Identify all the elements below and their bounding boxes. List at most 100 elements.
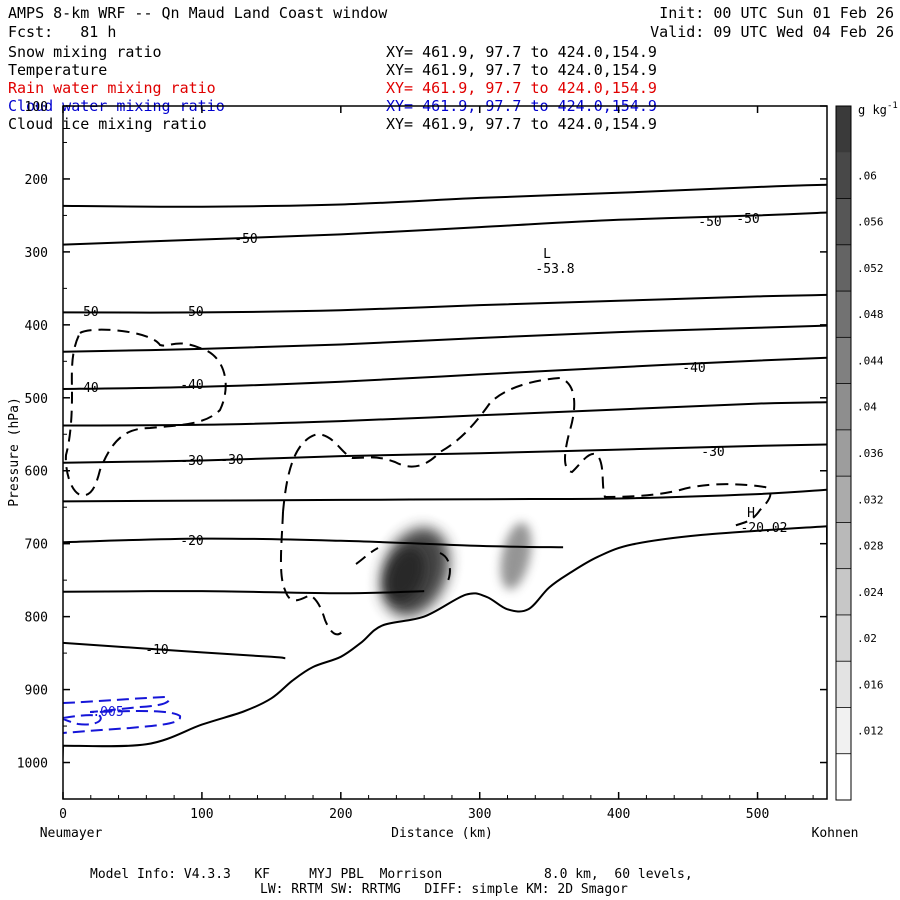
y-tick-label-200: 200 xyxy=(25,173,48,188)
contour-label-m30-b: -30 xyxy=(220,453,243,468)
colorbar-swatch-8 xyxy=(836,476,851,523)
x-right-station: Kohnen xyxy=(812,826,859,841)
x-axis-label: Distance (km) xyxy=(391,826,493,841)
temperature-contour-5 xyxy=(63,401,827,427)
contour-label-m40-b: -40 xyxy=(180,378,203,393)
field-temperature-name: Temperature xyxy=(8,61,108,79)
cloud-ice-contours xyxy=(64,328,772,636)
valid-time: Valid: 09 UTC Wed 04 Feb 26 xyxy=(650,23,894,41)
colorbar: .06 .056 .052 .048 .044 .04 .036 .032 .028 .024 .0… xyxy=(835,105,884,801)
colorbar-tick-label-7: .032 xyxy=(857,493,884,506)
x-tick-label-200: 200 xyxy=(329,807,352,822)
field-rain-name: Rain water mixing ratio xyxy=(8,79,216,97)
field-cloudice-xy: XY= 461.9, 97.7 to 424.0,154.9 xyxy=(386,115,657,133)
field-rain-xy: XY= 461.9, 97.7 to 424.0,154.9 xyxy=(386,79,657,97)
temperature-contour-10 xyxy=(63,641,286,660)
colorbar-swatch-10 xyxy=(836,568,851,616)
colorbar-tick-label-6: .036 xyxy=(857,447,884,460)
colorbar-tick-label-4: .044 xyxy=(857,354,884,367)
colorbar-tick-label-11: .016 xyxy=(857,678,884,691)
colorbar-swatch-4 xyxy=(836,291,851,338)
x-axis: 0 100 200 300 400 500 xyxy=(59,106,814,822)
colorbar-tick-label-3: .048 xyxy=(857,308,884,321)
colorbar-swatch-1 xyxy=(836,152,851,200)
contour-label-m50-e: -50 xyxy=(180,305,203,320)
contour-label-m40-a: -40 xyxy=(75,381,98,396)
contour-label-m50-a: -50 xyxy=(234,232,257,247)
x-tick-label-400: 400 xyxy=(607,807,630,822)
high-marker: H xyxy=(747,506,755,521)
colorbar-swatch-0 xyxy=(836,106,851,153)
terrain-surface xyxy=(63,525,827,799)
y-tick-label-800: 800 xyxy=(25,611,48,626)
cloud-water-contour-inner xyxy=(63,714,102,726)
high-value: -20.02 xyxy=(741,521,788,536)
colorbar-swatch-11 xyxy=(836,614,851,662)
colorbar-swatch-13 xyxy=(836,707,851,755)
y-tick-label-700: 700 xyxy=(25,538,48,553)
colorbar-tick-label-0: .06 xyxy=(857,169,877,182)
temperature-contours xyxy=(63,183,827,660)
cloud-ice-contour-hook xyxy=(439,552,451,586)
temperature-contour-6 xyxy=(63,443,827,464)
colorbar-swatch-7 xyxy=(836,429,851,477)
colorbar-swatch-3 xyxy=(836,244,851,292)
contour-label-m10: -10 xyxy=(145,643,168,658)
cloud-water-contour-outer xyxy=(63,695,181,734)
temperature-contour-2 xyxy=(63,293,827,314)
cloud-ice-contour-middle xyxy=(282,376,772,529)
contour-label-m30-c: -30 xyxy=(701,445,724,460)
field-cloudice-name: Cloud ice mixing ratio xyxy=(8,115,207,133)
field-snow-name: Snow mixing ratio xyxy=(8,43,162,61)
colorbar-tick-label-1: .056 xyxy=(857,216,884,229)
footer-model-info: Model Info: V4.3.3 KF MYJ PBL Morrison 8… xyxy=(90,867,693,882)
forecast-hour: Fcst: 81 h xyxy=(8,23,117,41)
colorbar-frame xyxy=(835,105,852,801)
x-tick-label-300: 300 xyxy=(468,807,491,822)
colorbar-swatch-5 xyxy=(836,337,851,385)
contour-label-m20: -20 xyxy=(180,534,203,549)
cloud-ice-contour-left xyxy=(64,328,227,497)
temperature-contour-8 xyxy=(63,537,564,549)
contour-label-m40-c: -40 xyxy=(682,361,705,376)
footer-physics: LW: RRTM SW: RRTMG DIFF: simple KM: 2D S… xyxy=(260,882,628,897)
x-tick-label-500: 500 xyxy=(746,807,769,822)
y-axis-label: Pressure (hPa) xyxy=(7,397,22,507)
snow-maximum-secondary xyxy=(500,522,532,590)
contour-label-m50-b: -50 xyxy=(698,215,721,230)
y-axis: 100 200 300 400 500 600 700 800 900 1000 xyxy=(17,100,827,800)
colorbar-swatch-12 xyxy=(836,661,851,708)
colorbar-tick-label-9: .024 xyxy=(857,586,884,599)
colorbar-units: g kg xyxy=(858,103,887,117)
y-tick-label-400: 400 xyxy=(25,319,48,334)
temperature-contour-4 xyxy=(63,356,827,390)
cloud-ice-contour-inner xyxy=(279,511,343,636)
contour-label-m30-a: -30 xyxy=(180,454,203,469)
temperature-contour-9 xyxy=(63,590,425,595)
y-tick-label-300: 300 xyxy=(25,246,48,261)
low-marker: L xyxy=(543,247,551,262)
colorbar-units-exponent: -1 xyxy=(887,101,898,111)
colorbar-swatch-6 xyxy=(836,383,851,431)
colorbar-swatch-2 xyxy=(836,198,851,246)
field-snow-xy: XY= 461.9, 97.7 to 424.0,154.9 xyxy=(386,43,657,61)
y-tick-label-1000: 1000 xyxy=(17,757,48,772)
colorbar-swatch-14 xyxy=(836,753,851,801)
x-tick-label-100: 100 xyxy=(190,807,213,822)
x-tick-label-0: 0 xyxy=(59,807,67,822)
y-tick-label-500: 500 xyxy=(25,392,48,407)
low-value: -53.8 xyxy=(535,262,574,277)
colorbar-swatch-9 xyxy=(836,522,851,570)
y-tick-label-600: 600 xyxy=(25,465,48,480)
temperature-contour-7 xyxy=(63,488,827,503)
colorbar-tick-label-5: .04 xyxy=(857,401,877,414)
snow-maximum-main-core xyxy=(385,548,425,602)
x-left-station: Neumayer xyxy=(40,826,103,841)
y-tick-label-100: 100 xyxy=(25,100,48,115)
colorbar-tick-label-12: .012 xyxy=(857,725,884,738)
temperature-contour-3 xyxy=(63,324,827,353)
contour-label-m50-c: -50 xyxy=(736,212,759,227)
init-time: Init: 00 UTC Sun 01 Feb 26 xyxy=(659,4,894,22)
field-temperature-xy: XY= 461.9, 97.7 to 424.0,154.9 xyxy=(386,61,657,79)
